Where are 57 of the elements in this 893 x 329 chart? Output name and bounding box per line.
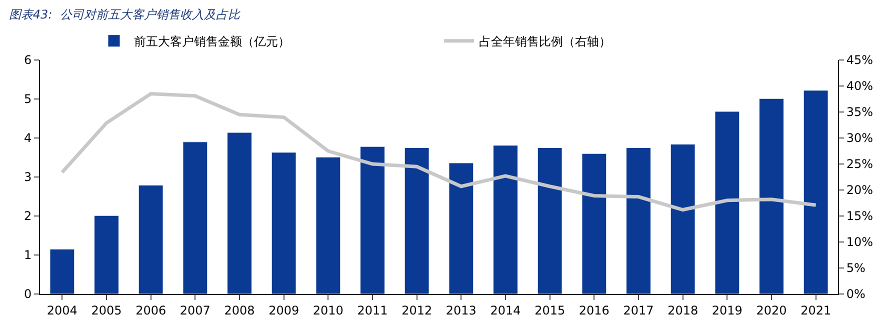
bar xyxy=(537,148,562,294)
bar xyxy=(404,148,430,294)
bar xyxy=(803,90,828,294)
legend-label: 占全年销售比例（右轴） xyxy=(479,34,611,48)
y2-tick-label: 15% xyxy=(846,209,874,224)
y-tick-label: 6 xyxy=(24,53,32,68)
bar xyxy=(182,142,208,294)
x-tick-label: 2015 xyxy=(534,303,566,318)
bar xyxy=(360,146,385,294)
x-tick-label: 2008 xyxy=(224,303,255,318)
bar xyxy=(759,98,784,294)
y2-tick-label: 0% xyxy=(846,287,866,302)
x-tick-label: 2012 xyxy=(402,303,432,318)
bar xyxy=(50,248,75,294)
x-tick-label: 2013 xyxy=(446,303,476,318)
x-tick-label: 2021 xyxy=(800,303,832,318)
y-tick-label: 0 xyxy=(24,287,32,302)
y2-tick-label: 45% xyxy=(846,53,874,68)
y2-tick-label: 35% xyxy=(846,105,874,120)
bar xyxy=(316,156,341,294)
bar xyxy=(626,148,651,294)
bar xyxy=(448,162,474,294)
x-tick-label: 2011 xyxy=(357,303,388,318)
x-tick-label: 2010 xyxy=(312,303,344,318)
y2-tick-label: 30% xyxy=(846,131,874,146)
x-tick-label: 2017 xyxy=(623,303,654,318)
bar xyxy=(582,153,607,294)
x-tick-label: 2016 xyxy=(578,303,610,318)
bar xyxy=(493,145,518,294)
x-tick-label: 2019 xyxy=(712,303,742,318)
x-tick-label: 2014 xyxy=(490,303,521,318)
y-tick-label: 2 xyxy=(24,209,32,224)
bar xyxy=(271,152,296,294)
y2-tick-label: 40% xyxy=(846,79,874,94)
bar xyxy=(670,144,696,294)
bar xyxy=(714,111,740,294)
x-tick-label: 2007 xyxy=(180,303,210,318)
x-tick-label: 2006 xyxy=(136,303,166,318)
chart-title: 图表43: 公司对前五大客户销售收入及占比 xyxy=(8,7,241,22)
line-series xyxy=(60,92,818,212)
x-tick-label: 2009 xyxy=(268,303,300,318)
y-tick-label: 4 xyxy=(24,131,32,146)
bar xyxy=(227,132,252,294)
legend-label: 前五大客户销售金额（亿元） xyxy=(134,34,290,48)
x-tick-label: 2020 xyxy=(756,303,787,318)
y-tick-label: 1 xyxy=(24,248,32,262)
y-tick-label: 3 xyxy=(24,170,32,184)
y2-tick-label: 5% xyxy=(846,261,866,276)
y2-tick-label: 25% xyxy=(846,157,874,172)
x-tick-label: 2004 xyxy=(46,303,78,318)
bar xyxy=(94,215,119,294)
x-tick-label: 2005 xyxy=(91,303,122,318)
y2-tick-label: 10% xyxy=(846,235,874,250)
x-tick-label: 2018 xyxy=(668,303,698,318)
bar xyxy=(138,184,164,294)
y2-tick-label: 20% xyxy=(846,183,874,198)
y-tick-label: 5 xyxy=(24,92,32,106)
